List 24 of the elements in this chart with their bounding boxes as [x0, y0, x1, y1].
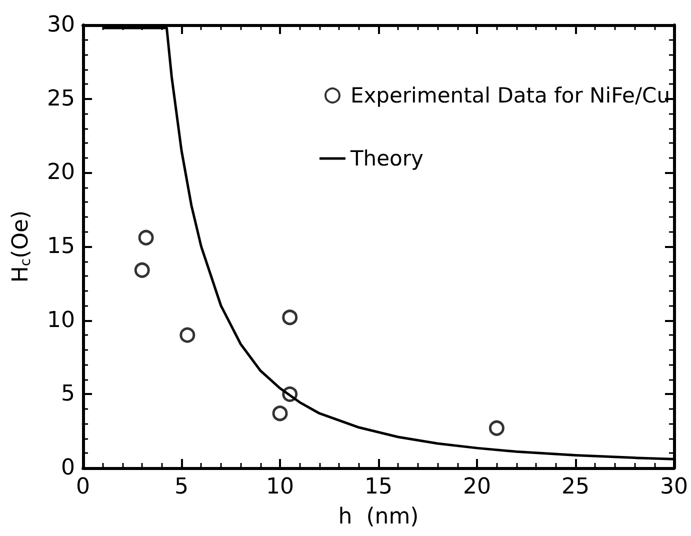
- legend-label: Experimental Data for NiFe/Cu: [350, 84, 670, 108]
- y-axis-title: Hc(Oe): [8, 210, 34, 283]
- legend-label: Theory: [349, 146, 424, 170]
- x-tick-label: 30: [660, 474, 688, 500]
- y-tick-label: 10: [47, 308, 75, 333]
- y-tick-label: 30: [47, 12, 75, 38]
- x-tick-label: 5: [174, 474, 188, 500]
- point: [138, 230, 154, 246]
- y-tick-label: 15: [47, 234, 75, 259]
- point: [180, 327, 196, 343]
- point: [282, 386, 298, 402]
- x-tick-label: 20: [463, 474, 491, 500]
- point: [282, 310, 298, 326]
- point: [488, 420, 504, 436]
- x-tick-label: 25: [562, 474, 590, 500]
- y-tick-label: 0: [61, 456, 75, 480]
- x-tick-label: 10: [266, 474, 294, 500]
- point: [134, 262, 150, 278]
- y-tick-label: 25: [47, 86, 75, 112]
- x-axis-title: h (nm): [338, 504, 419, 530]
- y-tick-label: 5: [61, 382, 75, 407]
- y-tick-label: 20: [47, 160, 75, 186]
- point: [272, 406, 288, 422]
- x-tick-label: 15: [364, 474, 392, 500]
